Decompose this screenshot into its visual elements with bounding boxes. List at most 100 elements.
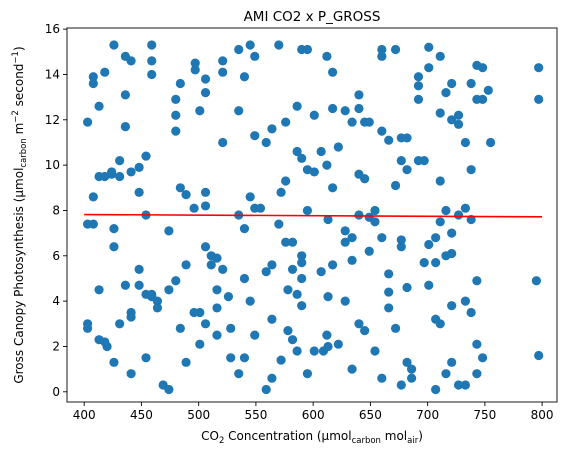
- data-point: [175, 78, 185, 89]
- data-point: [333, 142, 343, 152]
- data-point: [322, 51, 332, 61]
- y-axis-label-text3: second: [12, 64, 26, 111]
- data-point: [453, 119, 464, 129]
- data-point: [413, 81, 424, 91]
- data-point: [292, 101, 302, 111]
- data-point: [441, 205, 451, 216]
- data-point: [126, 56, 136, 66]
- data-point: [431, 258, 441, 268]
- data-point: [200, 74, 211, 84]
- y-tick-label: 14: [45, 67, 60, 81]
- data-point: [200, 201, 211, 211]
- trend-line: [84, 213, 543, 218]
- data-point: [322, 160, 332, 170]
- data-point: [181, 357, 191, 367]
- data-point: [195, 339, 205, 349]
- data-point: [226, 323, 236, 333]
- data-point: [377, 126, 387, 136]
- data-point: [322, 330, 332, 340]
- data-point: [340, 296, 350, 306]
- data-point: [396, 380, 406, 390]
- y-tick-label: 10: [45, 158, 60, 172]
- data-point: [212, 285, 222, 295]
- data-point: [134, 162, 144, 172]
- x-tick-label: 800: [531, 408, 554, 422]
- data-point: [126, 369, 136, 379]
- data-point: [287, 264, 298, 274]
- data-point: [447, 228, 457, 238]
- data-point: [120, 280, 130, 290]
- data-point: [424, 239, 434, 250]
- data-point: [297, 301, 307, 311]
- x-axis-label: CO2 Concentration (µmolcarbon molair): [201, 429, 423, 446]
- data-point: [267, 373, 277, 383]
- data-point: [152, 303, 163, 313]
- x-axis-label-text2: mol: [381, 429, 407, 443]
- data-point: [396, 156, 406, 166]
- data-point: [276, 187, 286, 197]
- data-point: [147, 56, 157, 66]
- y-tick-label: 6: [52, 249, 60, 263]
- y-tick-label: 2: [52, 339, 60, 353]
- data-point: [239, 353, 250, 363]
- data-point: [390, 44, 401, 55]
- data-point: [424, 42, 434, 52]
- data-point: [396, 235, 406, 245]
- data-point: [402, 282, 412, 293]
- data-point: [370, 217, 380, 227]
- data-point: [281, 117, 291, 127]
- data-point: [226, 353, 236, 363]
- y-tick-label: 8: [52, 203, 60, 217]
- data-point: [83, 117, 93, 127]
- data-point: [302, 205, 313, 216]
- data-point: [276, 355, 286, 365]
- data-point: [460, 203, 471, 213]
- data-point: [402, 357, 412, 367]
- data-point: [347, 233, 357, 243]
- data-point: [274, 40, 284, 50]
- data-point: [364, 117, 374, 127]
- data-point: [297, 258, 307, 268]
- data-point: [261, 384, 271, 395]
- data-point: [435, 176, 445, 186]
- data-point: [466, 307, 476, 318]
- data-point: [147, 40, 157, 50]
- data-point: [340, 106, 350, 116]
- data-point: [88, 219, 98, 229]
- data-point: [94, 101, 104, 111]
- data-point: [83, 323, 93, 333]
- data-point: [328, 67, 338, 77]
- data-point: [402, 133, 412, 143]
- data-point: [190, 65, 200, 75]
- data-point: [316, 146, 326, 157]
- data-point: [370, 346, 380, 356]
- data-point: [447, 357, 457, 367]
- data-point: [175, 323, 185, 333]
- data-point: [255, 203, 266, 213]
- marks: [83, 40, 544, 395]
- y-axis-label-sup2: −1: [11, 51, 21, 64]
- y-tick-label: 0: [52, 385, 60, 399]
- data-point: [141, 151, 151, 161]
- data-point: [212, 253, 222, 263]
- data-point: [435, 217, 445, 227]
- data-point: [354, 103, 364, 114]
- data-point: [287, 237, 298, 247]
- data-point: [402, 165, 412, 175]
- x-tick-label: 450: [130, 408, 153, 422]
- data-point: [171, 276, 181, 286]
- data-point: [164, 285, 174, 295]
- data-point: [287, 335, 298, 345]
- data-point: [164, 384, 174, 395]
- data-point: [109, 224, 119, 234]
- x-axis-label-base: CO: [201, 429, 219, 443]
- data-point: [477, 353, 488, 363]
- data-point: [292, 346, 302, 356]
- y-tick-label: 4: [52, 294, 60, 308]
- data-point: [396, 242, 406, 252]
- data-point: [297, 153, 307, 163]
- data-point: [384, 269, 394, 279]
- data-point: [100, 67, 110, 77]
- data-point: [309, 110, 319, 120]
- data-point: [120, 90, 130, 100]
